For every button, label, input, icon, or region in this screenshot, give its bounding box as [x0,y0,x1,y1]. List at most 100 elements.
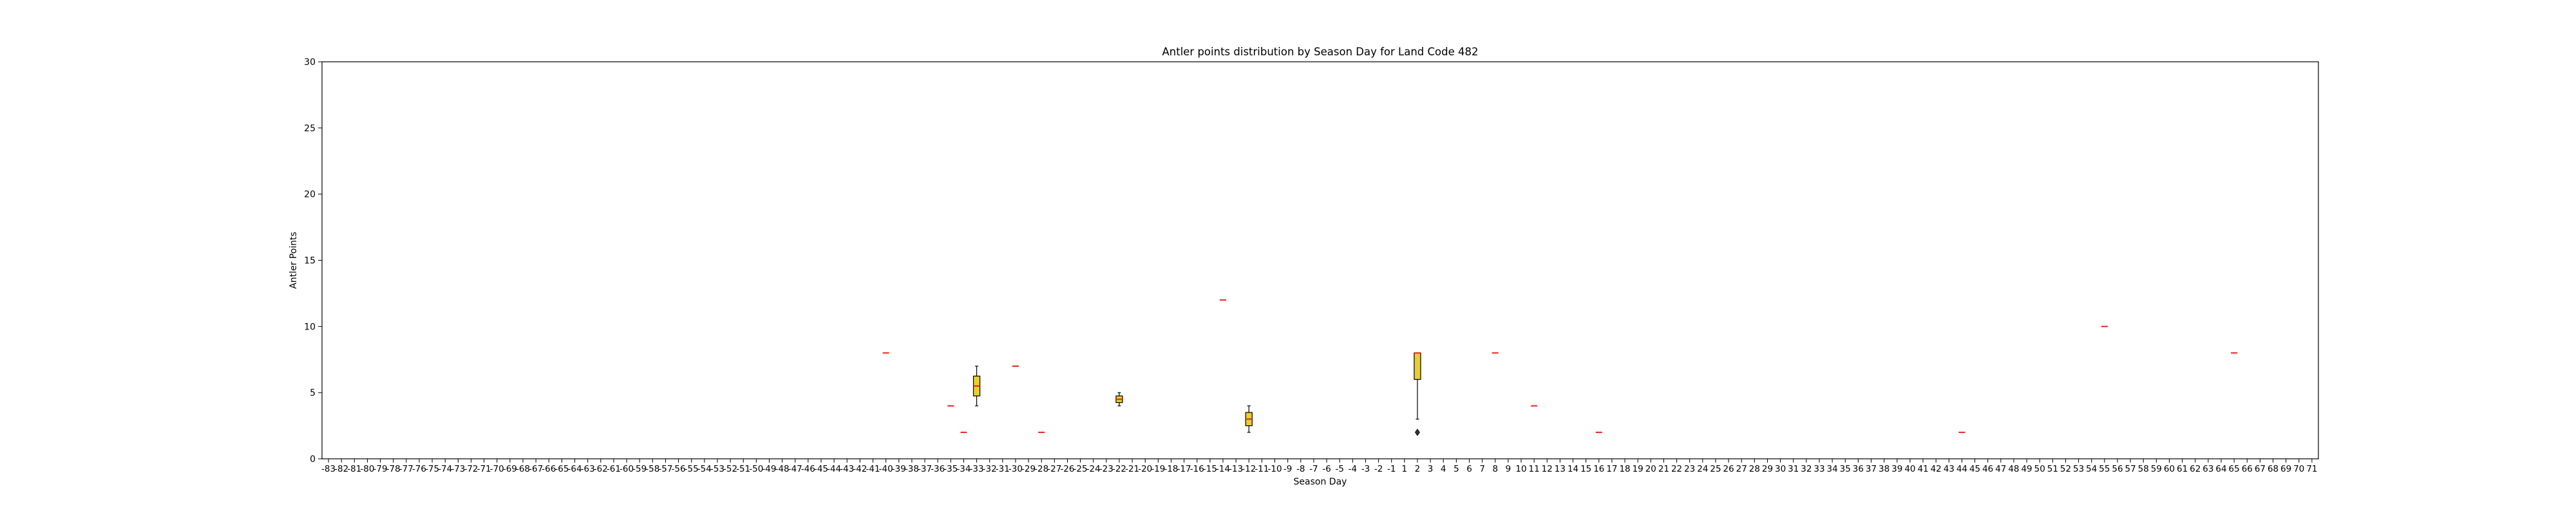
x-tick-label: 50 [2034,464,2045,474]
x-tick-label: 66 [2242,464,2253,474]
x-tick-label: -48 [775,464,790,474]
x-tick-label: 37 [1866,464,1877,474]
x-tick-label: 32 [1801,464,1812,474]
x-tick-label: -77 [399,464,413,474]
box-group [972,365,981,407]
x-tick-label: -1 [1387,464,1396,474]
x-tick-label: -73 [451,464,465,474]
x-tick-label: -39 [892,464,906,474]
x-tick-label: 58 [2138,464,2149,474]
x-tick-label: 11 [1529,464,1540,474]
x-tick-label: 48 [2008,464,2019,474]
x-tick-label: -82 [334,464,348,474]
x-tick-label: 67 [2255,464,2266,474]
x-tick-label: -36 [931,464,945,474]
x-tick-label: 41 [1917,464,1928,474]
x-tick-label: -42 [853,464,867,474]
x-tick-label: -56 [672,464,686,474]
y-tick-label: 10 [304,322,316,332]
x-tick-label: -40 [879,464,893,474]
y-tick-label: 5 [310,388,316,398]
x-tick-label: 15 [1580,464,1591,474]
x-tick-label: 35 [1840,464,1851,474]
x-tick-label: 27 [1736,464,1747,474]
x-tick-label: 10 [1515,464,1526,474]
y-tick-label: 20 [304,190,316,200]
x-tick-label: 25 [1710,464,1721,474]
x-tick-label: -24 [1086,464,1101,474]
outlier-marker [1414,429,1420,436]
x-tick-label: 18 [1619,464,1630,474]
x-tick-label: -15 [1203,464,1217,474]
x-tick-label: 51 [2047,464,2058,474]
x-tick-label: -79 [374,464,388,474]
x-tick-label: -10 [1268,464,1282,474]
x-tick-label: -68 [516,464,530,474]
x-tick-label: -32 [983,464,997,474]
x-tick-label: 42 [1931,464,1942,474]
x-tick-label: 14 [1567,464,1578,474]
x-tick-label: 4 [1441,464,1446,474]
x-tick-label: -41 [866,464,880,474]
x-tick-label: -28 [1034,464,1048,474]
x-tick-label: 36 [1853,464,1864,474]
x-tick-label: 31 [1788,464,1799,474]
x-tick-label: -52 [723,464,737,474]
x-tick-label: 13 [1555,464,1566,474]
x-tick-label: 30 [1775,464,1786,474]
x-tick-label: 61 [2177,464,2188,474]
x-tick-label: -19 [1151,464,1165,474]
x-tick-label: -5 [1335,464,1343,474]
x-tick-label: -69 [503,464,517,474]
x-tick-label: -33 [970,464,984,474]
x-tick-label: 44 [1956,464,1967,474]
x-tick-label: 49 [2021,464,2032,474]
x-tick-label: 8 [1492,464,1498,474]
x-tick-label: 71 [2306,464,2317,474]
x-tick-label: -59 [632,464,647,474]
x-tick-label: 12 [1542,464,1553,474]
x-tick-label: 39 [1891,464,1902,474]
x-tick-label: -22 [1112,464,1126,474]
x-tick-label: -12 [1242,464,1256,474]
x-tick-label: -18 [1164,464,1178,474]
x-tick-label: -62 [594,464,608,474]
chart-title: Antler points distribution by Season Day… [1162,46,1478,58]
x-tick-label: -37 [918,464,932,474]
x-tick-label: -30 [1009,464,1023,474]
x-tick-label: 16 [1593,464,1604,474]
x-tick-label: -43 [840,464,854,474]
x-tick-label: 56 [2112,464,2123,474]
x-tick-label: 23 [1684,464,1695,474]
x-tick-label: -27 [1047,464,1061,474]
plot-marks [882,299,2238,436]
x-tick-label: -46 [801,464,815,474]
x-tick-label: -61 [607,464,621,474]
x-tick-label: 69 [2280,464,2291,474]
x-tick-label: 22 [1671,464,1682,474]
x-tick-label: -65 [554,464,569,474]
y-tick-label: 15 [304,256,316,266]
x-tick-label: -51 [736,464,750,474]
x-axis-ticks: -83-82-81-80-79-78-77-76-75-74-73-72-71-… [321,459,2318,474]
x-tick-label: -6 [1322,464,1331,474]
x-tick-label: 52 [2060,464,2071,474]
x-tick-label: 60 [2164,464,2175,474]
x-tick-label: -3 [1361,464,1370,474]
y-tick-label: 30 [304,57,316,68]
x-tick-label: 46 [1982,464,1993,474]
x-tick-label: 19 [1633,464,1643,474]
x-tick-label: -63 [581,464,595,474]
x-tick-label: -26 [1060,464,1074,474]
x-tick-label: -49 [762,464,776,474]
x-tick-label: 28 [1749,464,1760,474]
x-tick-label: -44 [827,464,841,474]
x-tick-label: 54 [2086,464,2097,474]
x-tick-label: 21 [1658,464,1669,474]
x-tick-label: 29 [1762,464,1773,474]
x-tick-label: 45 [1969,464,1980,474]
x-tick-label: 7 [1479,464,1485,474]
x-tick-label: -21 [1125,464,1139,474]
x-tick-label: -74 [438,464,452,474]
